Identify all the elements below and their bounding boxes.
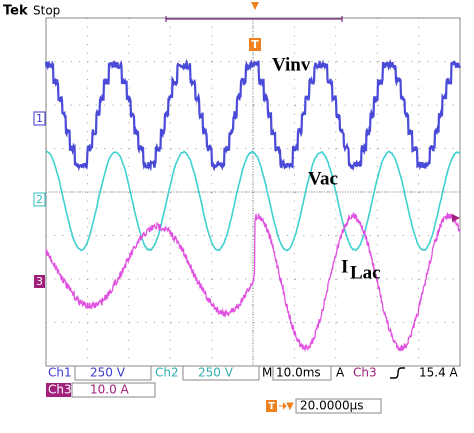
ch3-name: Ch3 <box>48 383 72 397</box>
vinv-label: Vinv <box>272 54 311 75</box>
timebase-box <box>272 365 332 381</box>
position-arrow <box>279 402 294 411</box>
ch3-name-box <box>46 383 71 397</box>
ch1-scale: 250 V <box>90 366 126 380</box>
timebase-value: 10.0ms <box>276 366 321 380</box>
ch2-name: Ch2 <box>155 366 179 380</box>
waveforms <box>44 58 462 352</box>
position-icon-label: T <box>268 401 275 412</box>
ch1-marker-label: 1 <box>36 112 43 125</box>
trigger-position-icon <box>251 2 259 10</box>
ilac-trace <box>45 211 461 352</box>
position-value: 20.0000µs <box>300 399 364 413</box>
position-box <box>295 398 382 414</box>
timebase-prefix: M <box>262 366 272 380</box>
ch2-scale-box <box>182 365 260 381</box>
trigger-source: Ch3 <box>353 366 377 380</box>
ch2-marker <box>33 192 46 207</box>
record-bracket <box>165 16 343 22</box>
ch3-scale: 10.0 A <box>90 383 130 397</box>
vac-label: Vac <box>308 168 338 189</box>
ch1-scale-box <box>74 365 152 381</box>
ch1-name: Ch1 <box>48 366 72 380</box>
trigger-level-marker <box>452 214 460 222</box>
ch2-scale: 250 V <box>198 366 234 380</box>
ilac-subscript: Lac <box>350 262 381 283</box>
trigger-mode: A <box>336 366 345 380</box>
ilac-label: I <box>341 256 348 277</box>
ch1-marker <box>33 111 46 126</box>
trigger-marker <box>249 38 261 51</box>
trigger-level: 15.4 A <box>419 366 459 380</box>
ch3-marker <box>34 275 45 288</box>
vac-trace <box>45 150 461 252</box>
trigger-marker-label: T <box>251 38 259 51</box>
ch2-marker-label: 2 <box>36 193 43 206</box>
brand: Tek <box>3 4 28 19</box>
position-icon <box>266 400 277 412</box>
ch3-marker-label: 3 <box>36 275 43 288</box>
vinv-trace <box>44 58 462 172</box>
trigger-slope-icon <box>390 367 405 379</box>
acq-status: Stop <box>33 4 60 18</box>
ch3-scale-box <box>71 382 156 398</box>
